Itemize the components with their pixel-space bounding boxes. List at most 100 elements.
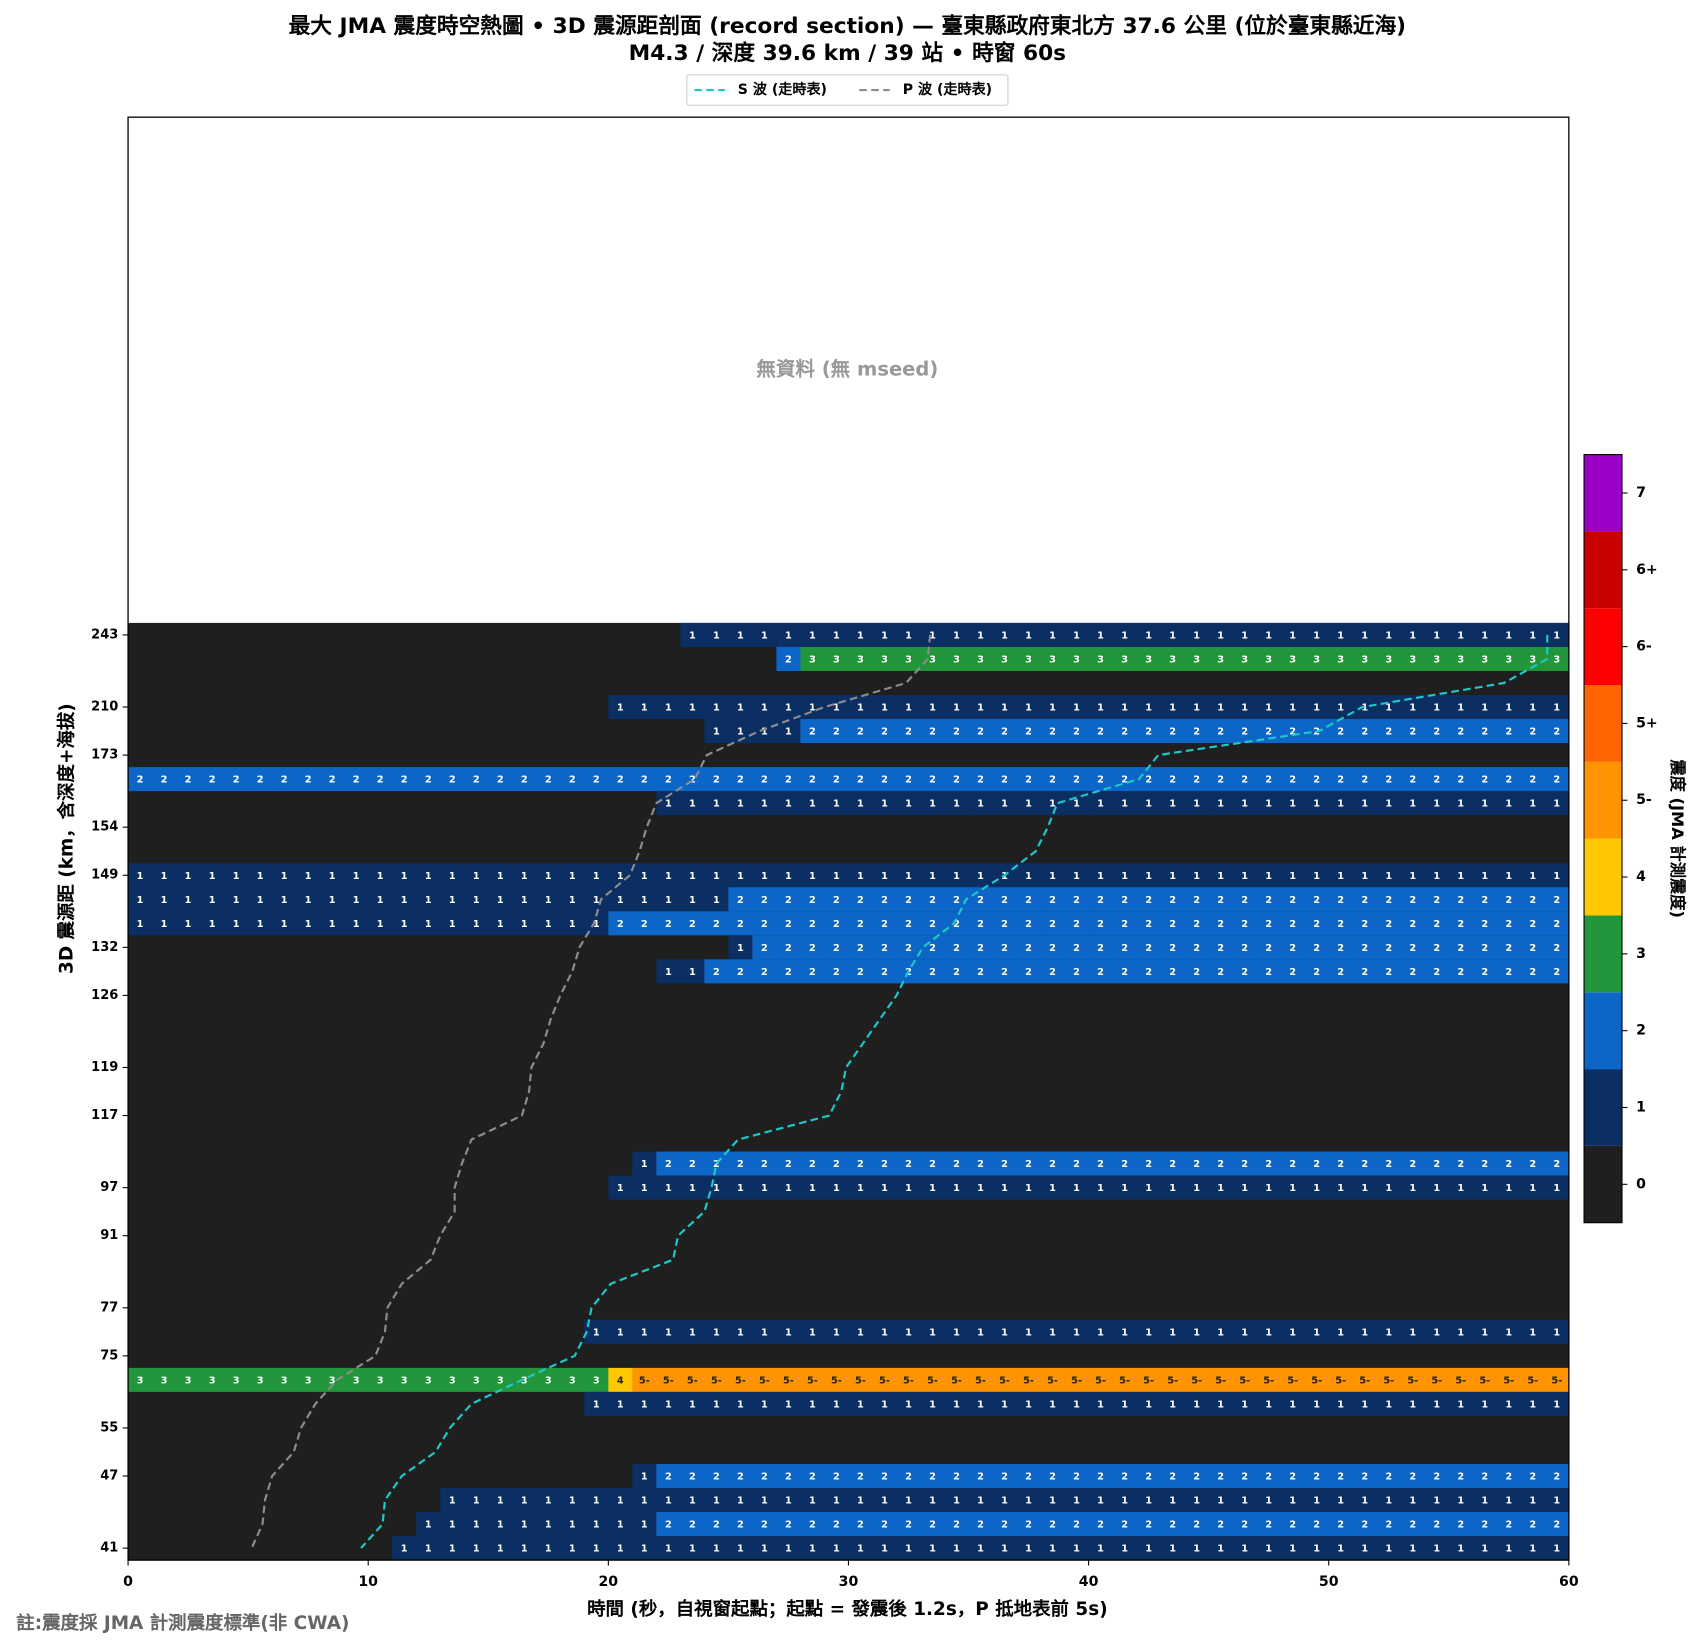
- cell-label: 3: [425, 1375, 432, 1386]
- cell-label: 2: [569, 775, 576, 786]
- cell-label: 1: [929, 1399, 936, 1410]
- heatmap-cell: [152, 887, 177, 912]
- cell-label: 1: [1313, 1496, 1320, 1507]
- cell-label: 1: [1145, 871, 1152, 882]
- heatmap-cell: [1016, 1151, 1041, 1176]
- cell-label: 3: [905, 654, 912, 665]
- heatmap-cell: [1448, 1463, 1474, 1489]
- heatmap-cell: [1088, 1151, 1113, 1176]
- heatmap-cell: [1352, 1488, 1378, 1513]
- cell-label: 1: [257, 895, 264, 906]
- footnote: 註:震度採 JMA 計測震度標準(非 CWA): [16, 1612, 349, 1634]
- cell-label: 1: [521, 1496, 528, 1507]
- cell-label: 2: [1385, 943, 1392, 954]
- cell-label: 1: [545, 919, 552, 930]
- heatmap-cell: [872, 791, 897, 816]
- heatmap-cell: [1520, 1512, 1546, 1537]
- heatmap-cell: [1184, 767, 1209, 792]
- heatmap-cell: [1544, 959, 1570, 984]
- cell-label: 1: [257, 871, 264, 882]
- cell-label: 5-: [1503, 1375, 1514, 1386]
- cell-label: 2: [1265, 919, 1272, 930]
- heatmap-cell: [704, 1391, 729, 1416]
- cell-label: 1: [713, 895, 720, 906]
- colorbar-swatch: [1584, 1145, 1623, 1223]
- cell-label: 1: [1529, 799, 1536, 810]
- heatmap-cell: [752, 695, 777, 720]
- heatmap-cell: [1448, 911, 1474, 936]
- cell-label: 1: [665, 967, 672, 978]
- cell-label: 1: [1433, 1183, 1440, 1194]
- heatmap-cell: [992, 959, 1017, 984]
- cell-label: 1: [833, 703, 840, 714]
- y-tick-label: 119: [91, 1060, 118, 1075]
- x-tick-label: 50: [1319, 1574, 1339, 1590]
- heatmap-cell: [728, 1367, 753, 1392]
- heatmap-cell: [752, 911, 777, 936]
- heatmap-cell: [1040, 1463, 1065, 1489]
- cell-label: 1: [641, 871, 648, 882]
- heatmap-cell: [1328, 767, 1354, 792]
- heatmap-cell: [608, 1488, 633, 1513]
- cell-label: 2: [1385, 967, 1392, 978]
- cell-label: 2: [1289, 895, 1296, 906]
- heatmap-cell: [968, 911, 993, 936]
- cell-label: 1: [689, 1327, 696, 1338]
- heatmap-cell: [1448, 1512, 1474, 1537]
- cell-label: 2: [809, 775, 816, 786]
- cell-label: 2: [1001, 727, 1008, 738]
- cell-label: 1: [281, 895, 288, 906]
- cell-label: 1: [617, 1183, 624, 1194]
- cell-label: 2: [1457, 943, 1464, 954]
- heatmap-cell: [704, 695, 729, 720]
- cell-label: 1: [1505, 871, 1512, 882]
- cell-label: 1: [1121, 1327, 1128, 1338]
- heatmap-cell: [1352, 1319, 1378, 1344]
- heatmap-cell: [320, 767, 345, 792]
- heatmap-cell: [632, 1463, 657, 1489]
- cell-label: 1: [1145, 799, 1152, 810]
- cell-label: 1: [1145, 1327, 1152, 1338]
- heatmap-cell: [1160, 791, 1185, 816]
- cell-label: 2: [929, 895, 936, 906]
- cell-label: 2: [1529, 895, 1536, 906]
- heatmap-cell: [1352, 767, 1378, 792]
- heatmap-cell: [872, 695, 897, 720]
- cell-label: 2: [1553, 967, 1560, 978]
- cell-label: 1: [1481, 703, 1488, 714]
- heatmap-cell: [536, 863, 561, 888]
- cell-label: 1: [521, 1520, 528, 1531]
- cell-label: 3: [449, 1375, 456, 1386]
- heatmap-cell: [872, 959, 897, 984]
- cell-label: 1: [521, 871, 528, 882]
- cell-label: 1: [1169, 1399, 1176, 1410]
- heatmap-cell: [1040, 1536, 1065, 1561]
- heatmap-cell: [872, 1463, 897, 1489]
- heatmap-cell: [1160, 1151, 1185, 1176]
- cell-label: 1: [1361, 871, 1368, 882]
- heatmap-cell: [1112, 1319, 1137, 1344]
- colorbar-swatch: [1584, 454, 1623, 532]
- cell-label: 1: [209, 919, 216, 930]
- cell-label: 2: [353, 775, 360, 786]
- heatmap-cell: [1544, 695, 1570, 720]
- cell-label: 2: [1121, 943, 1128, 954]
- heatmap-cell: [1256, 622, 1282, 647]
- cell-label: 1: [1433, 1496, 1440, 1507]
- heatmap-cell: [728, 1512, 753, 1537]
- cell-label: 1: [785, 871, 792, 882]
- cell-label: 1: [1073, 799, 1080, 810]
- heatmap-cell: [1184, 935, 1209, 960]
- no-data-text: 無資料 (無 mseed): [756, 357, 938, 380]
- cell-label: 1: [713, 871, 720, 882]
- heatmap-cell: [920, 1175, 945, 1200]
- cell-label: 2: [1217, 919, 1224, 930]
- colorbar-tick-label: 1: [1636, 1099, 1646, 1115]
- heatmap-cell: [680, 887, 705, 912]
- cell-label: 3: [569, 1375, 576, 1386]
- cell-label: 5-: [1551, 1375, 1562, 1386]
- cell-label: 1: [185, 871, 192, 882]
- heatmap-cell: [1352, 959, 1378, 984]
- heatmap-cell: [728, 1319, 753, 1344]
- heatmap-cell: [680, 791, 705, 816]
